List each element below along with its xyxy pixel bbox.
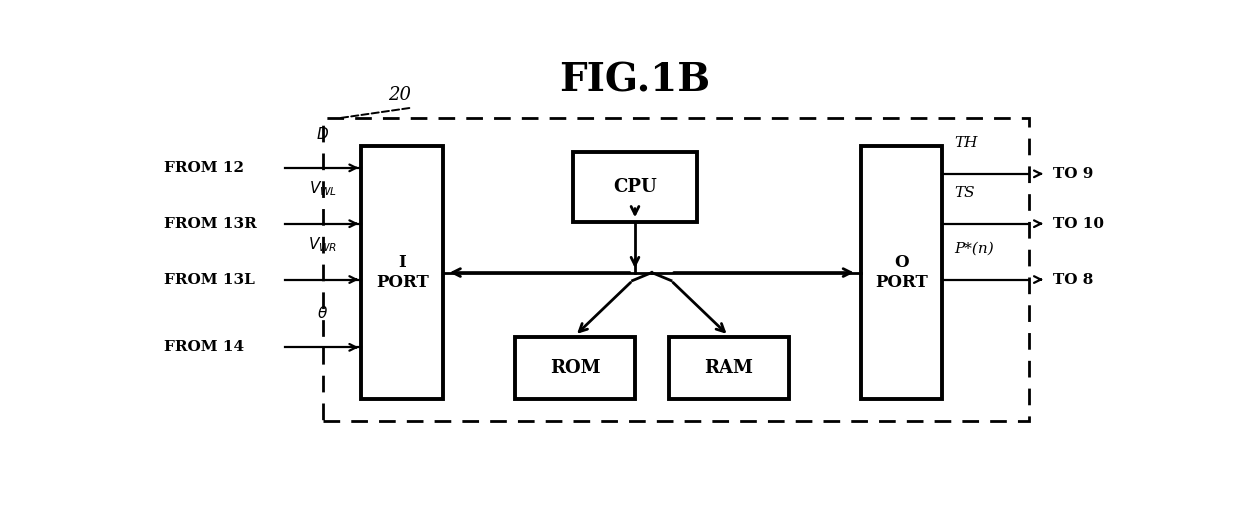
Text: CPU: CPU xyxy=(613,178,657,196)
Bar xyxy=(669,337,789,399)
Text: O
PORT: O PORT xyxy=(875,254,928,291)
Text: I
PORT: I PORT xyxy=(375,254,429,291)
Text: ROM: ROM xyxy=(550,359,600,377)
Bar xyxy=(362,146,444,399)
Text: $V_{WL}$: $V_{WL}$ xyxy=(309,179,337,198)
Text: 20: 20 xyxy=(388,86,411,104)
Text: $\theta$: $\theta$ xyxy=(317,306,328,321)
Bar xyxy=(515,337,636,399)
Text: TH: TH xyxy=(954,136,978,150)
Text: FROM 12: FROM 12 xyxy=(165,161,244,175)
Text: $V_{WR}$: $V_{WR}$ xyxy=(309,235,337,254)
Bar xyxy=(572,152,698,222)
Text: $D$: $D$ xyxy=(316,126,330,142)
Text: TS: TS xyxy=(954,186,974,200)
Text: P*(n): P*(n) xyxy=(954,241,994,255)
Bar xyxy=(861,146,942,399)
Text: FROM 13R: FROM 13R xyxy=(165,217,258,231)
Text: FROM 14: FROM 14 xyxy=(165,340,244,354)
Text: RAM: RAM xyxy=(704,359,753,377)
Text: FROM 13L: FROM 13L xyxy=(165,272,255,286)
Text: TO 10: TO 10 xyxy=(1053,217,1104,231)
Text: FIG.1B: FIG.1B xyxy=(560,61,710,99)
Bar xyxy=(323,118,1028,421)
Text: TO 8: TO 8 xyxy=(1053,272,1093,286)
Text: TO 9: TO 9 xyxy=(1053,167,1093,181)
